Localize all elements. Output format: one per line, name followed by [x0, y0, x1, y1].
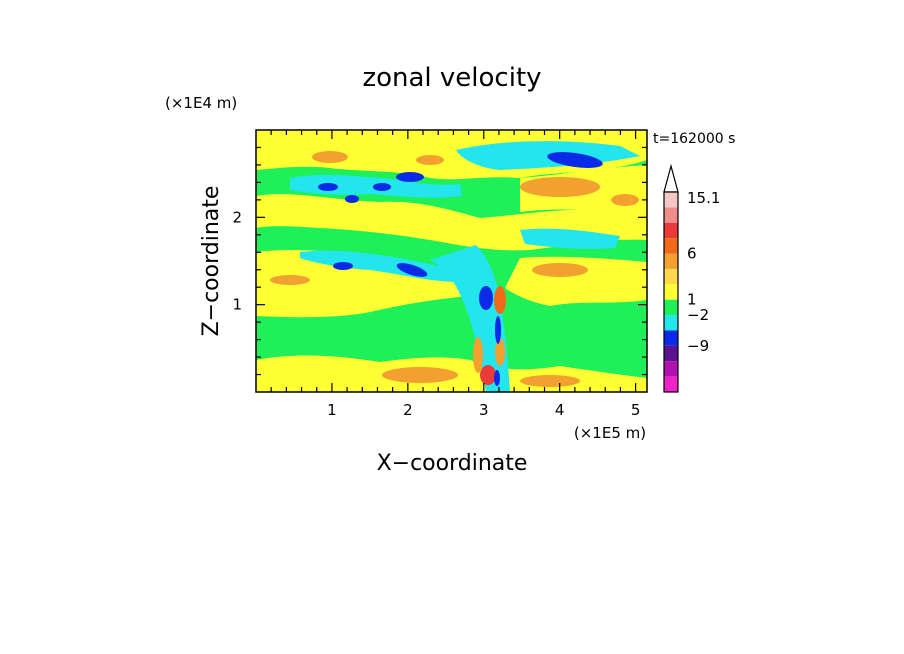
y-tick-label: 2	[232, 208, 242, 226]
colorbar-arrow	[663, 163, 679, 193]
field-orange-10	[495, 338, 505, 366]
field-orange-3	[520, 177, 600, 197]
field-cyan-right	[520, 228, 620, 249]
field-blue-8	[479, 286, 493, 310]
field-orange-2	[416, 155, 444, 165]
colorbar-band	[664, 207, 678, 223]
field-blue-2	[396, 172, 424, 182]
y-axis-label: Z−coordinate	[199, 186, 224, 337]
field-orange-11	[473, 337, 483, 373]
x-tick-label: 3	[479, 401, 489, 419]
field-blue-9	[495, 316, 501, 344]
field-blue-7	[396, 263, 428, 277]
x-tick-label: 4	[555, 401, 565, 419]
field-blue-1	[547, 152, 603, 168]
colorbar-tick-label: 15.1	[687, 189, 720, 207]
chart-title: zonal velocity	[362, 63, 541, 93]
field-orange-8	[520, 375, 580, 387]
colorbar-band	[664, 238, 678, 254]
colorbar-band	[664, 345, 678, 362]
colorbar-band	[664, 268, 678, 285]
field-orange-4	[532, 263, 588, 277]
field-blue-6	[333, 262, 353, 270]
y-axis: 12	[232, 146, 647, 376]
colorbar-band	[664, 315, 678, 331]
field-blue-3	[318, 183, 338, 191]
field-orange-12	[480, 365, 496, 385]
field-orange-9	[494, 286, 506, 314]
colorbar-tick-label: −2	[687, 306, 709, 324]
colorbar-band	[664, 253, 678, 269]
colorbar-band	[664, 299, 678, 316]
time-label: t=162000 s	[653, 131, 735, 147]
field-blue-4	[373, 183, 391, 191]
field-orange-5	[270, 275, 310, 285]
y-unit-label: (×1E4 m)	[165, 94, 237, 112]
colorbar-band	[664, 361, 678, 377]
colorbar-tick-label: 1	[687, 291, 697, 309]
colorbar-tick-label: −9	[687, 337, 709, 355]
colorbar-tick-label: 6	[687, 245, 697, 263]
contour-field	[256, 130, 647, 392]
y-tick-label: 1	[232, 296, 242, 314]
colorbar-band	[664, 222, 678, 239]
x-tick-label: 2	[403, 401, 413, 419]
x-axis: 1 2 3 4 5	[270, 130, 641, 419]
field-blue-5	[345, 195, 359, 203]
field-cyan-mid	[300, 250, 470, 282]
field-yellow-right-mid	[505, 256, 647, 306]
field-orange-7	[382, 367, 458, 383]
x-tick-label: 1	[327, 401, 337, 419]
colorbar-band	[664, 284, 678, 300]
field-orange-1	[312, 151, 348, 163]
x-unit-label: (×1E5 m)	[574, 424, 646, 442]
colorbar-band	[664, 330, 678, 346]
field-orange-6	[611, 194, 639, 206]
x-axis-label: X−coordinate	[377, 451, 528, 476]
colorbar-band	[664, 192, 678, 208]
colorbar-band	[664, 376, 678, 392]
field-cyan-wedge	[430, 245, 510, 392]
plot-frame	[255, 129, 648, 393]
colorbar-frame	[663, 191, 679, 393]
colorbar: 15.1 6 1−2 −9	[663, 163, 720, 393]
field-blue-10	[494, 370, 500, 386]
x-tick-label: 5	[631, 401, 641, 419]
